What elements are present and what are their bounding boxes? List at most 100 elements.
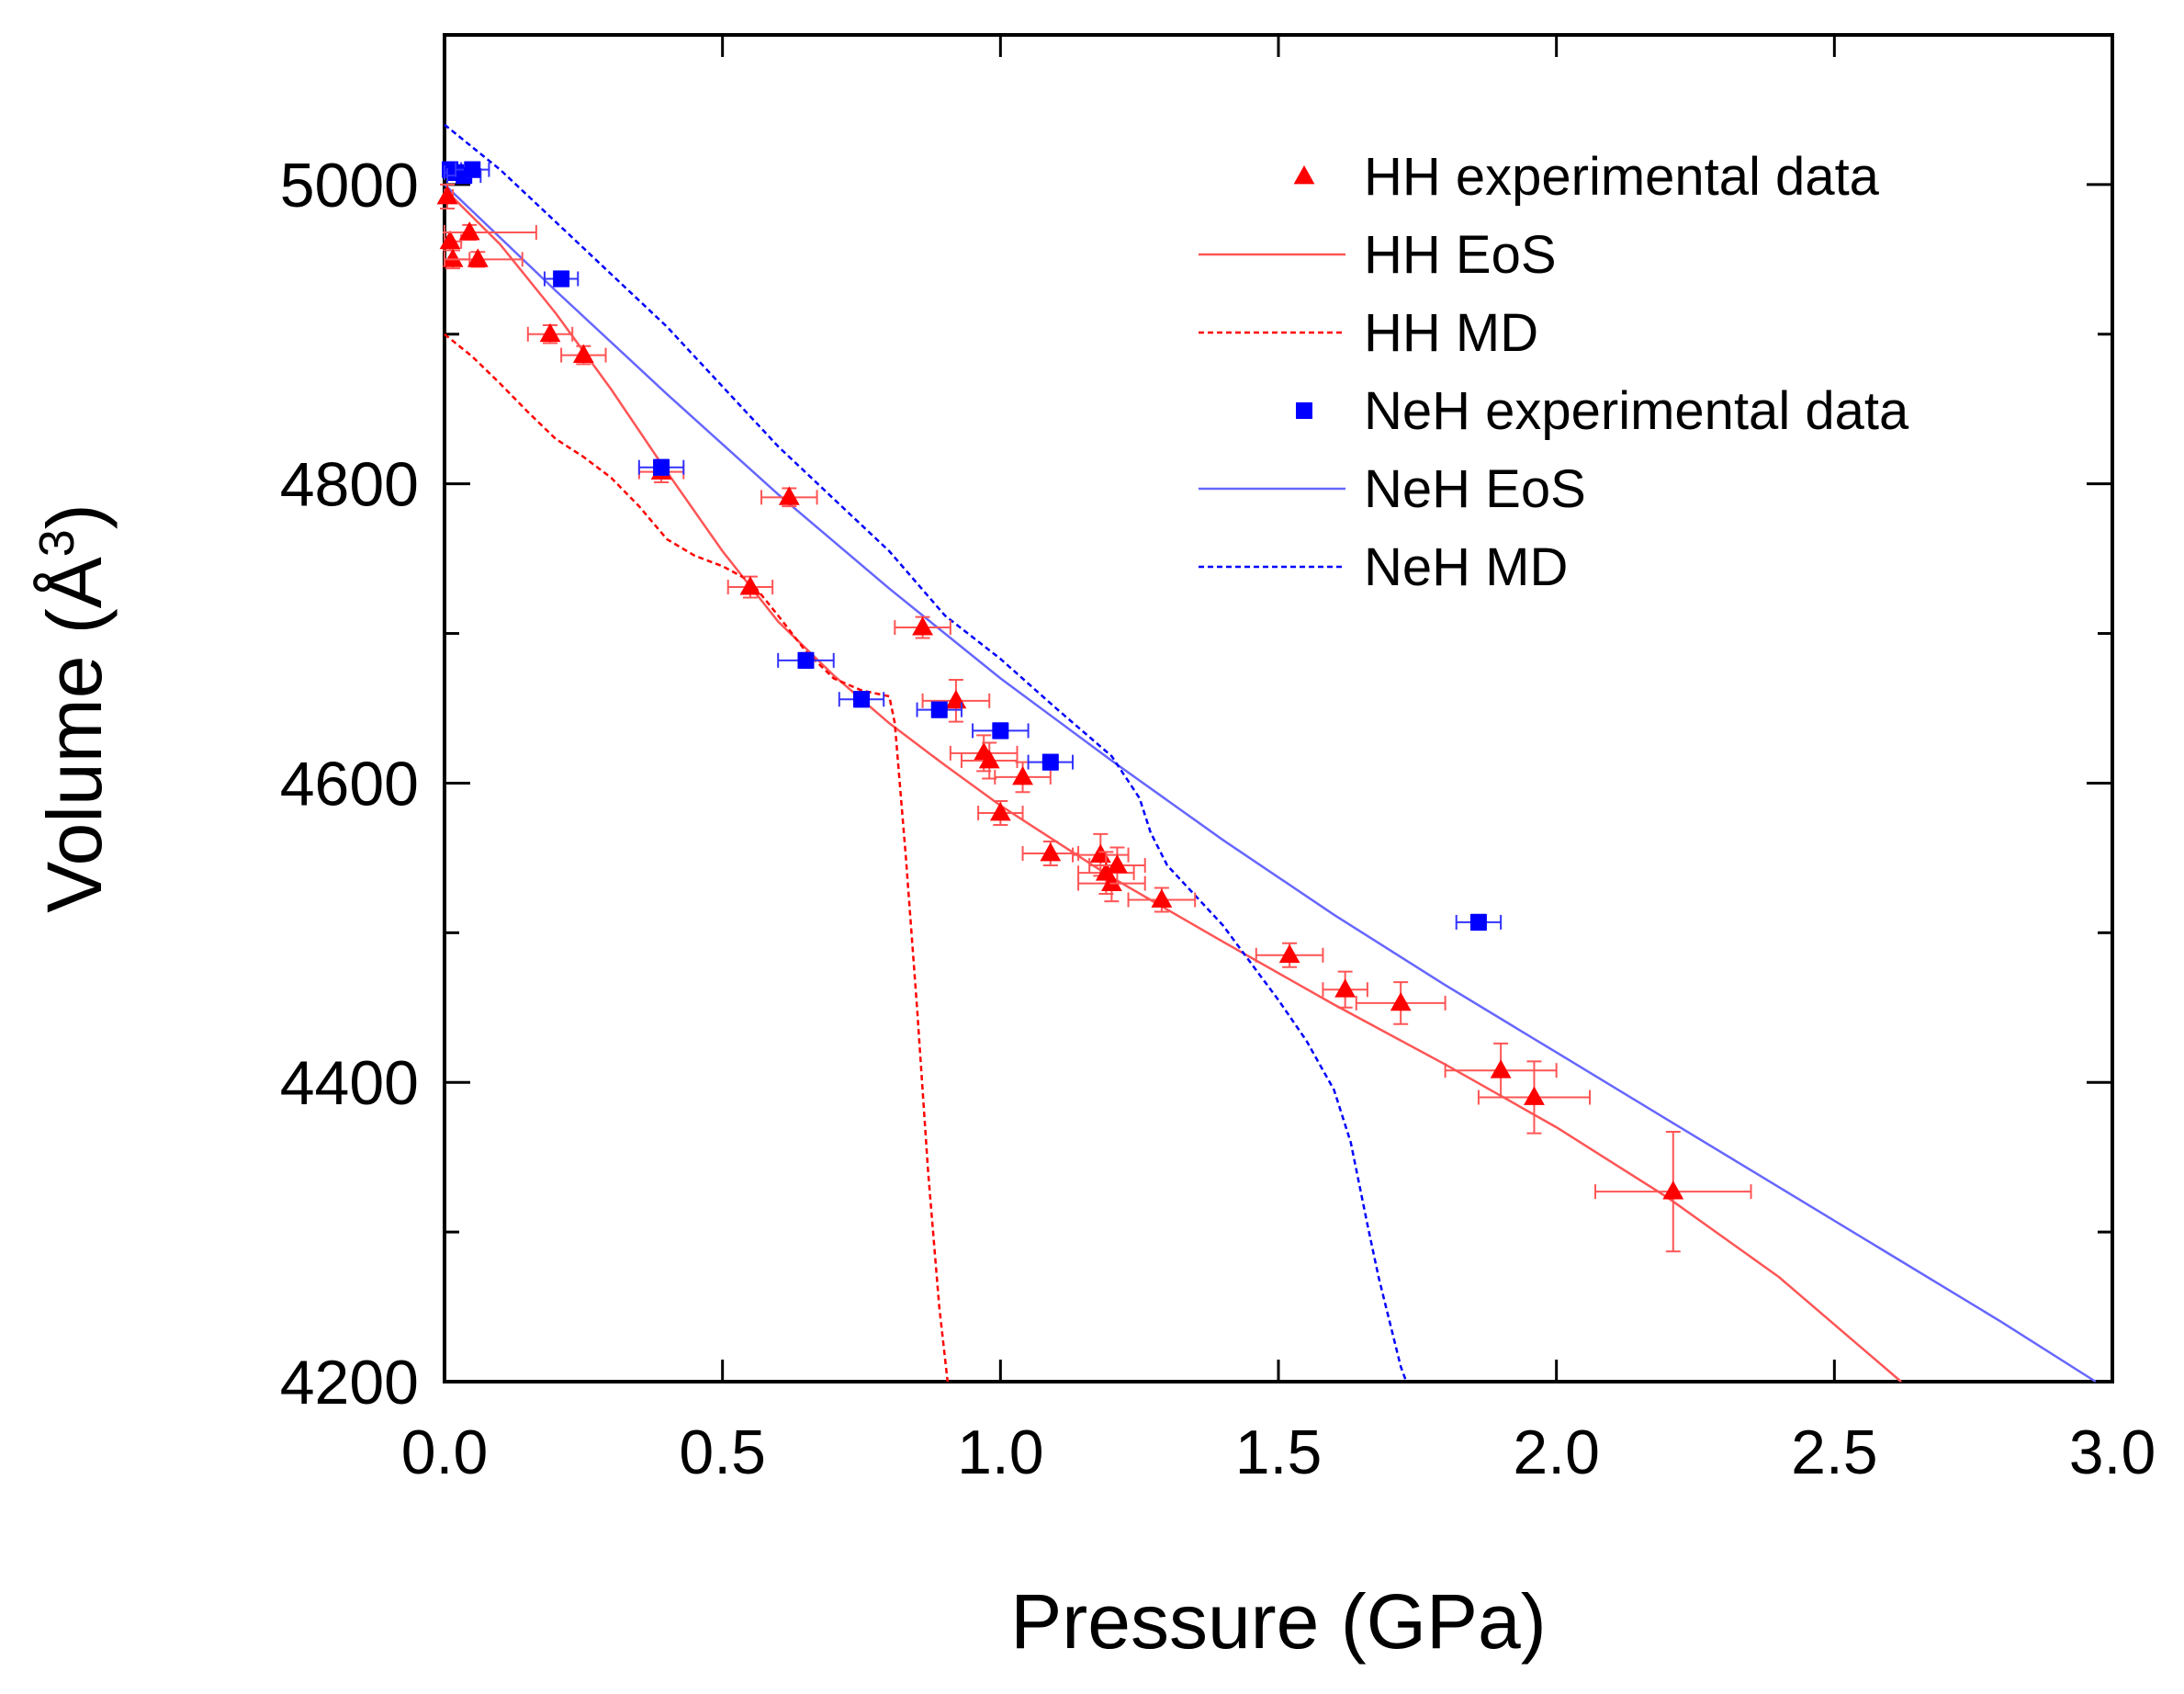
x-tick-label: 2.5 (1791, 1417, 1878, 1487)
neh-square-marker (653, 458, 670, 476)
legend-label: NeH experimental data (1364, 381, 1909, 441)
x-tick-label: 1.5 (1235, 1417, 1323, 1487)
hh-data-point (560, 344, 607, 366)
x-axis-title: Pressure (GPa) (1010, 1578, 1547, 1665)
hh-triangle-marker (1040, 842, 1062, 862)
hh-triangle-marker (1012, 765, 1033, 785)
x-tick-label: 1.0 (957, 1417, 1044, 1487)
hh-triangle-marker (442, 248, 464, 267)
hh-triangle-marker (989, 802, 1011, 821)
hh-data-point (526, 322, 574, 344)
hh-triangle-marker (778, 486, 800, 505)
neh-square-marker (930, 701, 948, 718)
neh-data-point (916, 701, 963, 718)
hh-triangle-marker (1524, 1086, 1545, 1105)
y-tick-label: 5000 (280, 151, 419, 220)
legend-label: NeH EoS (1364, 459, 1586, 519)
neh-square-marker (1041, 753, 1059, 771)
neh-square-marker (797, 651, 815, 669)
hh-eos-curve (444, 187, 1902, 1383)
hh-triangle-marker (458, 221, 480, 241)
y-axis-title-main: Volume (Å (31, 557, 118, 913)
hh-data-point (994, 761, 1052, 794)
legend-entry-neh-md: NeH MD (1199, 537, 1568, 597)
hh-triangle-marker (1490, 1059, 1512, 1079)
hh-triangle-marker (1089, 843, 1111, 864)
neh-data-point (972, 722, 1030, 740)
hh-triangle-marker (1151, 888, 1173, 908)
x-tick-label: 2.0 (1513, 1417, 1600, 1487)
hh-triangle-marker (978, 750, 1000, 769)
neh-square-marker (853, 691, 870, 708)
x-tick-label: 3.0 (2069, 1417, 2156, 1487)
neh-data-point (637, 458, 685, 476)
hh-triangle-marker (1101, 872, 1122, 891)
hh-triangle-marker (539, 322, 561, 343)
neh-square-marker (553, 270, 570, 288)
hh-triangle-marker (945, 689, 967, 709)
legend-entry-hh-md: HH MD (1199, 303, 1538, 363)
y-axis-title: Volume (Å3) (29, 503, 118, 913)
hh-md-curve (444, 333, 950, 1383)
x-tick-label: 0.0 (401, 1417, 489, 1487)
hh-data-point (444, 248, 523, 268)
hh-triangle-marker (1278, 943, 1300, 964)
plot-frame (443, 33, 2114, 1383)
hh-data-point (1355, 981, 1447, 1025)
y-tick-label: 4800 (280, 450, 419, 520)
legend-entry-neh-experimental-data: NeH experimental data (1296, 381, 1909, 441)
legend-triangle-marker (1293, 165, 1315, 185)
hh-data-point (760, 486, 818, 508)
hh-data-point (894, 615, 951, 639)
neh-square-marker (1469, 913, 1487, 931)
hh-data-point (1444, 1042, 1558, 1099)
legend-label: HH MD (1364, 303, 1538, 363)
neh-data-point (1455, 913, 1503, 932)
hh-data-point (1594, 1130, 1752, 1253)
hh-data-point (442, 248, 471, 270)
hh-data-point (1127, 887, 1197, 913)
legend-label: HH EoS (1364, 225, 1557, 285)
hh-data-point (1322, 970, 1368, 1009)
legend-label: HH experimental data (1364, 147, 1880, 207)
y-tick-label: 4600 (280, 749, 419, 819)
hh-data-point (444, 221, 537, 242)
hh-triangle-marker (912, 616, 933, 636)
hh-data-point (436, 183, 458, 209)
hh-data-point (977, 799, 1024, 827)
y-tick-label: 4200 (280, 1348, 419, 1417)
hh-triangle-marker (1662, 1180, 1684, 1200)
neh-eos-curve (444, 183, 2097, 1383)
legend-entry-hh-experimental-data: HH experimental data (1293, 147, 1880, 207)
hh-triangle-marker (439, 230, 461, 250)
hh-data-point (1088, 846, 1146, 885)
hh-data-point (1021, 840, 1080, 867)
legend-entry-neh-eos: NeH EoS (1199, 459, 1586, 519)
hh-triangle-marker (1390, 991, 1412, 1011)
neh-data-point (543, 270, 580, 288)
legend-label: NeH MD (1364, 537, 1568, 597)
legend-square-marker (1296, 402, 1312, 419)
y-tick-label: 4400 (280, 1048, 419, 1118)
x-tick-label: 0.5 (679, 1417, 766, 1487)
neh-data-point (777, 651, 835, 670)
axis-ticks: 0.0 0.5 1.0 1.5 2.0 2.5 3.0 4200 4400 4600 4800 500… (280, 35, 2156, 1487)
hh-triangle-marker (467, 248, 489, 267)
hh-triangle-marker (739, 576, 761, 595)
neh-data-point (455, 161, 490, 178)
hh-data-point (1255, 942, 1324, 968)
plot-series (436, 123, 2097, 1383)
legend: HH experimental data HH EoS HH MD NeH exper… (1199, 147, 1909, 597)
hh-triangle-marker (436, 185, 458, 205)
y-axis-title-close: ) (31, 503, 118, 529)
hh-data-point (1072, 832, 1130, 877)
neh-square-marker (464, 161, 481, 178)
hh-data-point (960, 741, 1019, 780)
hh-triangle-marker (1107, 854, 1128, 874)
neh-data-point (1027, 753, 1075, 771)
y-axis-title-superscript: 3 (29, 529, 84, 557)
neh-md-curve (444, 123, 1408, 1383)
neh-square-marker (992, 722, 1009, 740)
hh-triangle-marker (572, 344, 594, 363)
